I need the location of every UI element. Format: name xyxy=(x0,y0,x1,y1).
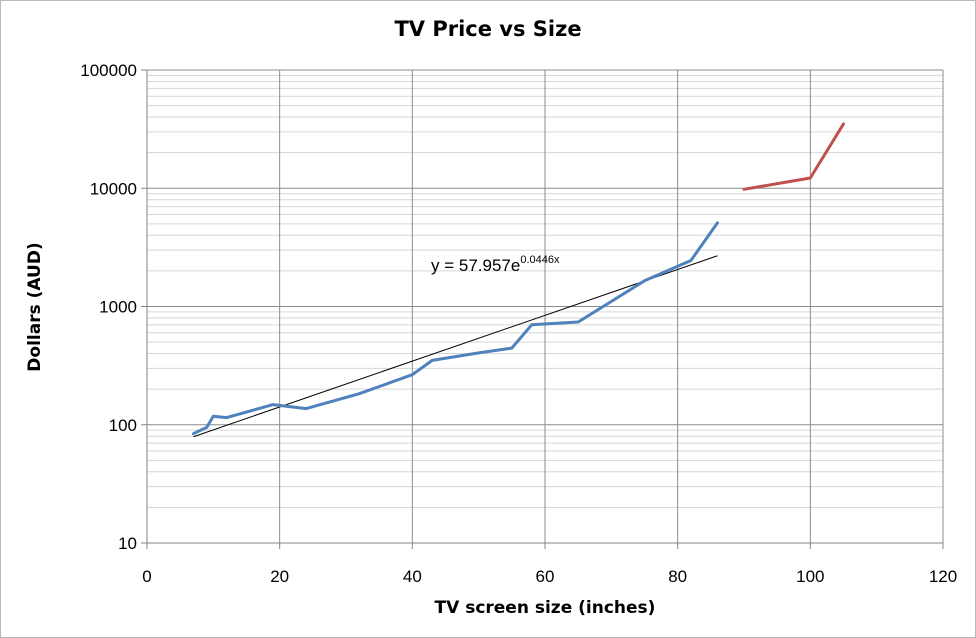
x-tick-label: 0 xyxy=(142,567,151,586)
x-tick-label: 120 xyxy=(929,567,957,586)
y-tick-label: 100 xyxy=(109,416,137,435)
x-tick-label: 60 xyxy=(536,567,555,586)
trendline-equation-exponent: 0.0446x xyxy=(520,254,560,266)
x-axis-title: TV screen size (inches) xyxy=(435,598,656,618)
y-tick-label: 10 xyxy=(118,534,137,553)
trendline-equation-main: y = 57.957e xyxy=(431,256,520,275)
axes xyxy=(141,69,944,549)
x-tick-label: 40 xyxy=(403,567,422,586)
y-tick-labels: 10 100 1000 10000 100000 xyxy=(80,61,137,553)
y-tick-label: 1000 xyxy=(99,298,137,317)
x-tick-label: 80 xyxy=(668,567,687,586)
y-tick-label: 100000 xyxy=(80,61,137,80)
trendline-equation: y = 57.957e0.0446x xyxy=(431,254,560,275)
chart-title: TV Price vs Size xyxy=(394,17,581,41)
x-tick-label: 20 xyxy=(270,567,289,586)
y-tick-label: 10000 xyxy=(90,179,137,198)
x-tick-labels: 0 20 40 60 80 100 120 xyxy=(142,567,957,586)
series-layer xyxy=(191,122,845,436)
y-axis-title: Dollars (AUD) xyxy=(25,242,45,371)
series-line-2 xyxy=(742,122,845,191)
x-tick-label: 100 xyxy=(796,567,824,586)
series-line-1 xyxy=(191,221,719,436)
